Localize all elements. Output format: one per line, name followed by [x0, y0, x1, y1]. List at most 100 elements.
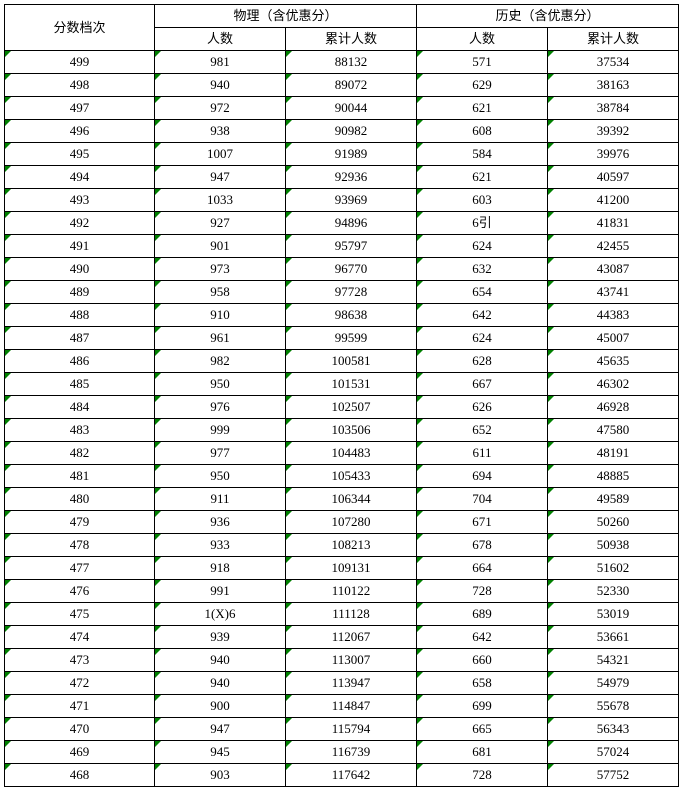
physics-cumulative-cell: 99599: [286, 327, 417, 350]
table-row: 4979729004462138784: [5, 97, 679, 120]
history-count-cell: 621: [417, 97, 548, 120]
physics-count-cell: 1007: [155, 143, 286, 166]
physics-cumulative-cell: 91989: [286, 143, 417, 166]
history-cumulative-cell: 37534: [548, 51, 679, 74]
history-cumulative-cell: 38163: [548, 74, 679, 97]
score-cell: 469: [5, 741, 155, 764]
history-count-cell: 642: [417, 626, 548, 649]
score-cell: 485: [5, 373, 155, 396]
physics-count-cell: 947: [155, 166, 286, 189]
table-row: 48091110634470449589: [5, 488, 679, 511]
history-count-cell: 608: [417, 120, 548, 143]
history-count-cell: 667: [417, 373, 548, 396]
score-cell: 477: [5, 557, 155, 580]
score-cell: 497: [5, 97, 155, 120]
table-row: 4989408907262938163: [5, 74, 679, 97]
history-count-cell: 694: [417, 465, 548, 488]
physics-cumulative-cell: 108213: [286, 534, 417, 557]
history-cumulative-cell: 39976: [548, 143, 679, 166]
score-cell: 483: [5, 419, 155, 442]
history-count-cell: 642: [417, 304, 548, 327]
history-count-cell: 654: [417, 281, 548, 304]
table-row: 49510079198958439976: [5, 143, 679, 166]
physics-cumulative-cell: 90982: [286, 120, 417, 143]
history-cumulative-cell: 53661: [548, 626, 679, 649]
history-count-cell: 664: [417, 557, 548, 580]
physics-count-cell: 947: [155, 718, 286, 741]
history-cumulative-cell: 51602: [548, 557, 679, 580]
physics-count-cell: 940: [155, 74, 286, 97]
physics-count-cell: 911: [155, 488, 286, 511]
score-table: 分数档次 物理（含优惠分） 历史（含优惠分） 人数 累计人数 人数 累计人数 4…: [4, 4, 679, 787]
physics-count-cell: 976: [155, 396, 286, 419]
history-count-cell: 632: [417, 258, 548, 281]
physics-cumulative-cell: 112067: [286, 626, 417, 649]
history-count-cell: 624: [417, 235, 548, 258]
physics-cumulative-cell: 89072: [286, 74, 417, 97]
physics-count-cell: 1(X)6: [155, 603, 286, 626]
table-row: 48399910350665247580: [5, 419, 679, 442]
table-row: 46890311764272857752: [5, 764, 679, 787]
score-cell: 496: [5, 120, 155, 143]
header-score: 分数档次: [5, 5, 155, 51]
physics-cumulative-cell: 114847: [286, 695, 417, 718]
header-history-group: 历史（含优惠分）: [417, 5, 679, 28]
table-row: 47893310821367850938: [5, 534, 679, 557]
history-count-cell: 624: [417, 327, 548, 350]
score-cell: 495: [5, 143, 155, 166]
history-count-cell: 704: [417, 488, 548, 511]
score-cell: 486: [5, 350, 155, 373]
score-cell: 478: [5, 534, 155, 557]
history-cumulative-cell: 52330: [548, 580, 679, 603]
physics-cumulative-cell: 90044: [286, 97, 417, 120]
table-row: 4999818813257137534: [5, 51, 679, 74]
history-count-cell: 629: [417, 74, 548, 97]
physics-count-cell: 918: [155, 557, 286, 580]
score-cell: 491: [5, 235, 155, 258]
history-cumulative-cell: 40597: [548, 166, 679, 189]
header-history-count: 人数: [417, 28, 548, 51]
table-row: 49310339396960341200: [5, 189, 679, 212]
physics-count-cell: 901: [155, 235, 286, 258]
history-count-cell: 652: [417, 419, 548, 442]
physics-count-cell: 950: [155, 373, 286, 396]
physics-count-cell: 936: [155, 511, 286, 534]
header-history-cumulative: 累计人数: [548, 28, 679, 51]
history-cumulative-cell: 53019: [548, 603, 679, 626]
physics-cumulative-cell: 98638: [286, 304, 417, 327]
score-cell: 488: [5, 304, 155, 327]
physics-cumulative-cell: 103506: [286, 419, 417, 442]
history-count-cell: 6引: [417, 212, 548, 235]
table-row: 4751(X)611112868953019: [5, 603, 679, 626]
history-cumulative-cell: 55678: [548, 695, 679, 718]
table-row: 48595010153166746302: [5, 373, 679, 396]
table-row: 48195010543369448885: [5, 465, 679, 488]
physics-cumulative-cell: 109131: [286, 557, 417, 580]
table-row: 4889109863864244383: [5, 304, 679, 327]
score-cell: 492: [5, 212, 155, 235]
physics-count-cell: 933: [155, 534, 286, 557]
header-physics-cumulative: 累计人数: [286, 28, 417, 51]
physics-cumulative-cell: 102507: [286, 396, 417, 419]
history-count-cell: 678: [417, 534, 548, 557]
physics-cumulative-cell: 116739: [286, 741, 417, 764]
physics-cumulative-cell: 104483: [286, 442, 417, 465]
history-count-cell: 603: [417, 189, 548, 212]
score-cell: 498: [5, 74, 155, 97]
table-row: 4879619959962445007: [5, 327, 679, 350]
physics-cumulative-cell: 111128: [286, 603, 417, 626]
table-row: 4919019579762442455: [5, 235, 679, 258]
score-cell: 482: [5, 442, 155, 465]
history-cumulative-cell: 46928: [548, 396, 679, 419]
history-count-cell: 611: [417, 442, 548, 465]
score-cell: 480: [5, 488, 155, 511]
history-cumulative-cell: 47580: [548, 419, 679, 442]
physics-count-cell: 940: [155, 649, 286, 672]
history-count-cell: 621: [417, 166, 548, 189]
table-row: 47993610728067150260: [5, 511, 679, 534]
physics-count-cell: 950: [155, 465, 286, 488]
physics-cumulative-cell: 117642: [286, 764, 417, 787]
history-count-cell: 571: [417, 51, 548, 74]
score-cell: 474: [5, 626, 155, 649]
history-count-cell: 660: [417, 649, 548, 672]
